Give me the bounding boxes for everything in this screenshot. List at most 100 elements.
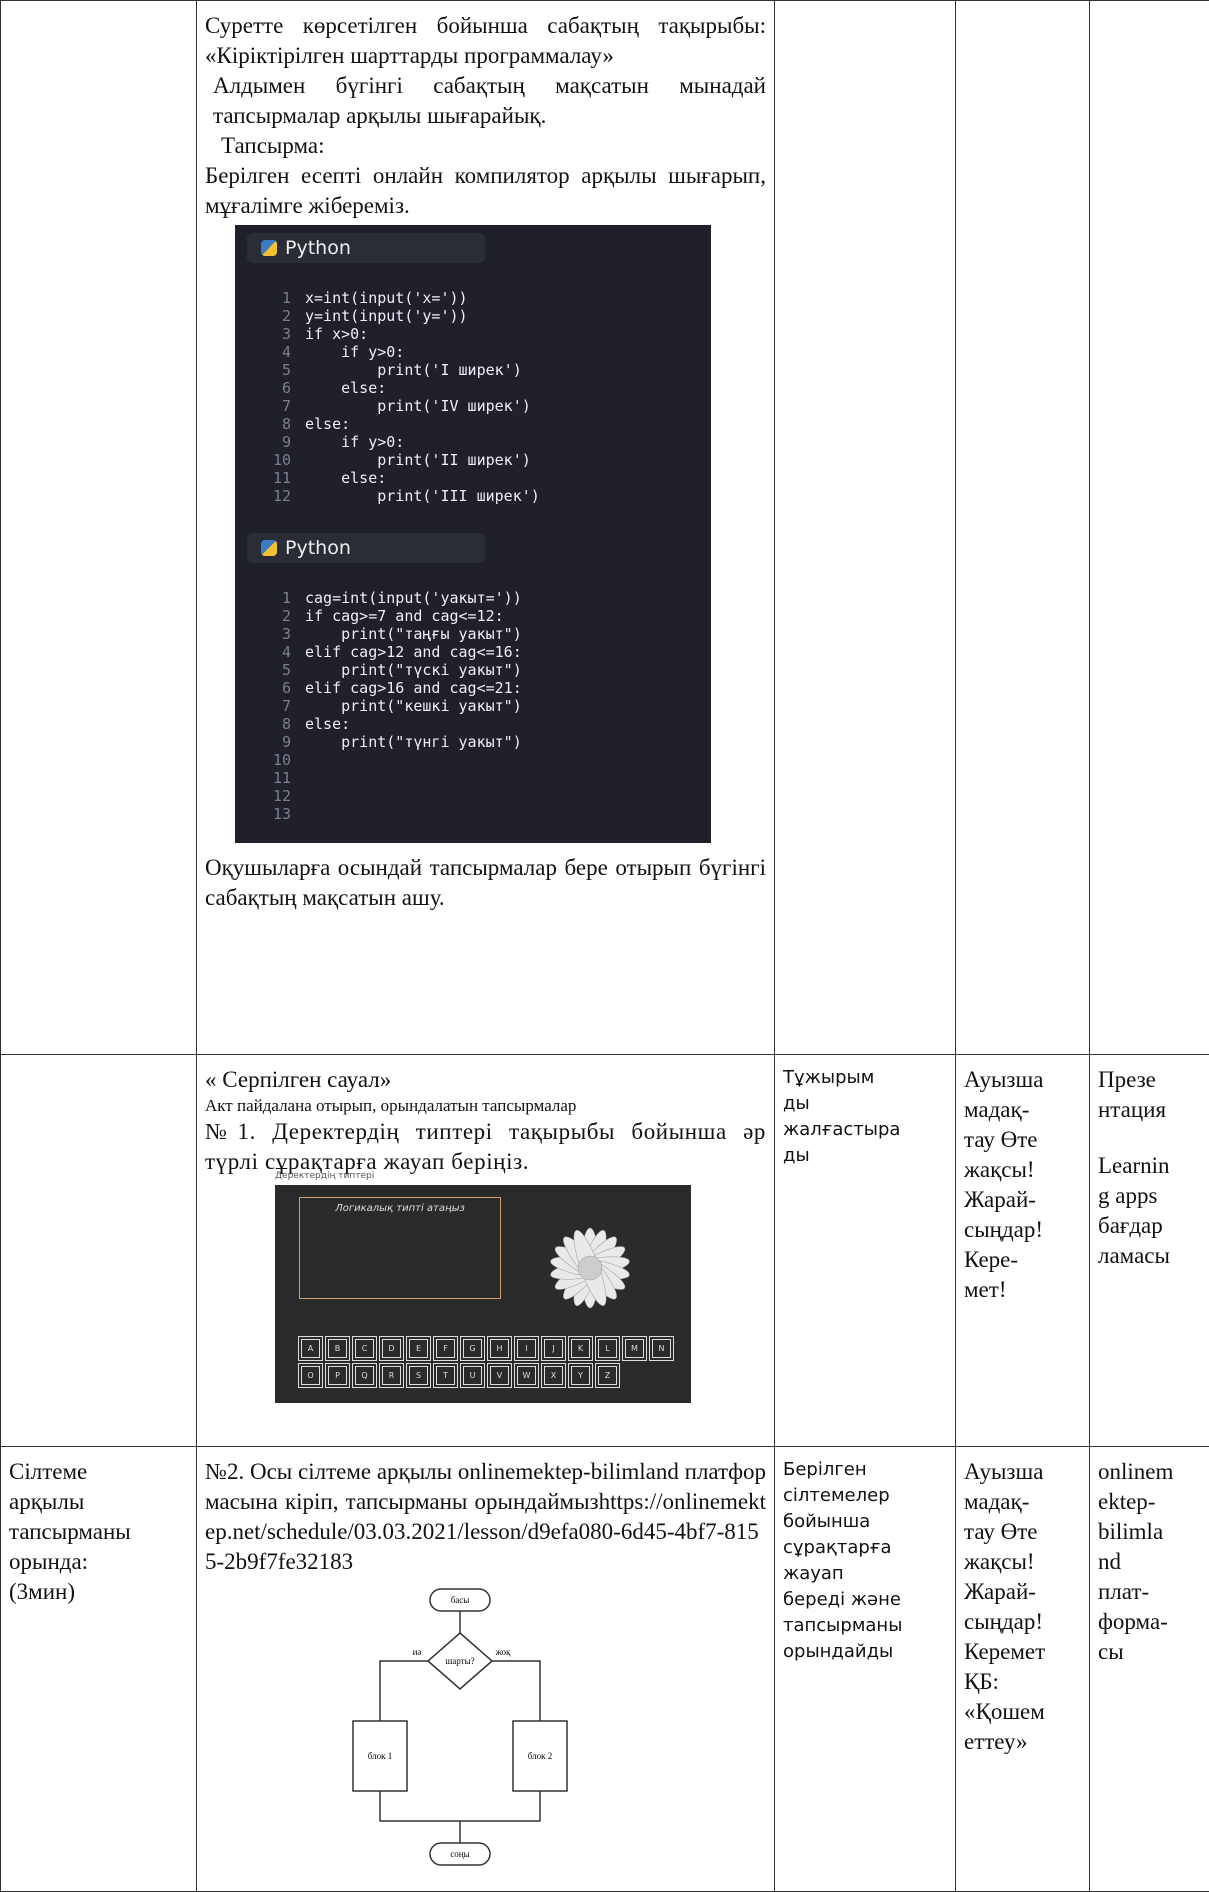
cell: Суретте көрсетілген бойынша сабақтың тақ… [197, 1, 775, 1055]
prompt: Логикалық типті атаңыз [300, 1202, 500, 1216]
text-line: ды [783, 1143, 947, 1169]
letter-key: M [625, 1339, 644, 1358]
language: Python [285, 237, 351, 259]
row: « Серпілген сауал» Акт пайдалана отырып,… [1, 1055, 1209, 1447]
code-line: print('IV ширек') [305, 397, 540, 415]
image-title: Деректердің типтері [275, 1171, 374, 1181]
code-line: print('II ширек') [305, 451, 540, 469]
language-select: Python [247, 533, 485, 563]
text-line: сұрақтарға [783, 1535, 947, 1561]
text-line: тау Өте [964, 1517, 1081, 1547]
letter-key: Y [571, 1366, 590, 1385]
text-line: форма- [1098, 1607, 1201, 1637]
code-line: if x>0: [305, 325, 540, 343]
python-icon [261, 240, 277, 256]
letter-key: L [598, 1339, 617, 1358]
line-number: 1 [235, 289, 291, 307]
line-number: 3 [235, 625, 291, 643]
letter-key: R [382, 1366, 401, 1385]
line-number: 12 [235, 787, 291, 805]
text-line: ды [783, 1091, 947, 1117]
text-line: bilimla [1098, 1517, 1201, 1547]
paragraph: Оқушыларға осындай тапсырмалар бере отыр… [205, 853, 766, 913]
letter-key: G [463, 1339, 482, 1358]
text-line: Жарай- [964, 1577, 1081, 1607]
text-line: ektep- [1098, 1487, 1201, 1517]
paragraph: №2. Осы сілтеме арқылы onlinemektep-bili… [205, 1457, 766, 1577]
code-line: print("түскі уакыт") [305, 661, 522, 679]
cell [1090, 1, 1209, 1055]
letter-key: A [301, 1339, 320, 1358]
code-line: print("түнгі уакыт") [305, 733, 522, 751]
letter-key: P [328, 1366, 347, 1385]
letter-key: F [436, 1339, 455, 1358]
code-line: else: [305, 415, 540, 433]
code-line: x=int(input('x=')) [305, 289, 540, 307]
code-line: else: [305, 379, 540, 397]
letter-key: Q [355, 1366, 374, 1385]
letter-key: V [490, 1366, 509, 1385]
line-number: 2 [235, 307, 291, 325]
python-icon [261, 540, 277, 556]
text-line: орындайды [783, 1639, 947, 1665]
letter-key: U [463, 1366, 482, 1385]
note: Акт пайдалана отырып, орындалатын тапсыр… [205, 1095, 766, 1117]
cell: №2. Осы сілтеме арқылы onlinemektep-bili… [197, 1447, 775, 1892]
text-line: nd [1098, 1547, 1201, 1577]
line-number: 10 [235, 751, 291, 769]
flower-icon [530, 1203, 650, 1333]
letter-key: B [328, 1339, 347, 1358]
text-line: еттеу» [964, 1727, 1081, 1757]
line-number: 4 [235, 643, 291, 661]
text-line: жалғастыра [783, 1117, 947, 1143]
text-line: мадақ- [964, 1095, 1081, 1125]
code-line: print("таңғы уакыт") [305, 625, 522, 643]
line-number: 10 [235, 451, 291, 469]
text-line: onlinem [1098, 1457, 1201, 1487]
text-line: Learnin [1098, 1151, 1201, 1181]
line-number: 6 [235, 379, 291, 397]
code-line: if cag>=7 and cag<=12: [305, 607, 522, 625]
line-number: 11 [235, 769, 291, 787]
language: Python [285, 537, 351, 559]
text-line: жақсы! [964, 1547, 1081, 1577]
text-line: сілтемелер [783, 1483, 947, 1509]
cell [1, 1, 197, 1055]
line-number: 7 [235, 397, 291, 415]
code-lines: cag=int(input('уакыт='))if cag>=7 and ca… [305, 589, 522, 823]
text-line: Кере- [964, 1245, 1081, 1275]
line-number: 2 [235, 607, 291, 625]
line-number: 12 [235, 487, 291, 505]
letter-key: K [571, 1339, 590, 1358]
code-line: elif cag>12 and cag<=16: [305, 643, 522, 661]
code-line: else: [305, 469, 540, 487]
text-line: Тұжырым [783, 1065, 947, 1091]
flow-end: соңы [450, 1849, 469, 1859]
paragraph: Алдымен бүгінгі сабақтың мақсатын мынада… [205, 71, 766, 131]
text-line: бойынша [783, 1509, 947, 1535]
code-line: if y>0: [305, 433, 540, 451]
letter-key: H [490, 1339, 509, 1358]
flow-no: жоқ [495, 1647, 511, 1657]
quiz-screenshot: Деректердің типтері Логикалық типті атаң… [275, 1185, 691, 1403]
text-line: Жарай- [964, 1185, 1081, 1215]
line-number: 4 [235, 343, 291, 361]
letter-key: N [652, 1339, 671, 1358]
cell: « Серпілген сауал» Акт пайдалана отырып,… [197, 1055, 775, 1447]
line-number: 7 [235, 697, 291, 715]
text-line: жауап [783, 1561, 947, 1587]
code-header: Python [235, 225, 711, 271]
text-line: мет! [964, 1275, 1081, 1305]
text-line: бағдар [1098, 1211, 1201, 1241]
